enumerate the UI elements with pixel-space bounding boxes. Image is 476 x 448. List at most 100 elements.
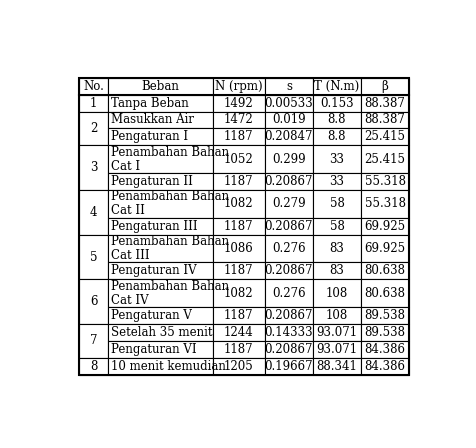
Text: 1052: 1052: [224, 153, 254, 166]
Bar: [313, 190, 361, 218]
Bar: [109, 78, 213, 95]
Bar: [361, 280, 409, 307]
Text: 1086: 1086: [224, 242, 254, 255]
Text: Cat IV: Cat IV: [111, 293, 149, 307]
Text: 1082: 1082: [224, 287, 254, 300]
Bar: [79, 235, 109, 280]
Bar: [265, 341, 313, 358]
Bar: [109, 341, 213, 358]
Bar: [265, 263, 313, 280]
Bar: [109, 324, 213, 341]
Bar: [213, 280, 265, 307]
Bar: [213, 263, 265, 280]
Bar: [213, 112, 265, 129]
Text: Pengaturan V: Pengaturan V: [111, 309, 192, 322]
Bar: [361, 95, 409, 112]
Text: 0.20867: 0.20867: [265, 220, 313, 233]
Text: 83: 83: [329, 242, 345, 255]
Text: 0.20847: 0.20847: [265, 130, 313, 143]
Bar: [313, 263, 361, 280]
Text: Pengaturan I: Pengaturan I: [111, 130, 188, 143]
Text: 1187: 1187: [224, 220, 254, 233]
Bar: [361, 324, 409, 341]
Text: 0.019: 0.019: [272, 113, 306, 126]
Bar: [109, 129, 213, 146]
Bar: [265, 280, 313, 307]
Bar: [109, 235, 213, 263]
Bar: [313, 146, 361, 173]
Bar: [361, 129, 409, 146]
Text: 5: 5: [90, 250, 98, 263]
Bar: [213, 324, 265, 341]
Bar: [213, 146, 265, 173]
Text: β: β: [382, 80, 388, 93]
Text: 0.20867: 0.20867: [265, 264, 313, 277]
Bar: [265, 129, 313, 146]
Text: 55.318: 55.318: [365, 198, 406, 211]
Bar: [313, 112, 361, 129]
Text: Penambahan Bahan: Penambahan Bahan: [111, 235, 229, 248]
Text: 55.318: 55.318: [365, 175, 406, 188]
Text: 8: 8: [90, 360, 97, 373]
Text: 1244: 1244: [224, 326, 254, 339]
Text: Cat III: Cat III: [111, 249, 150, 262]
Bar: [313, 95, 361, 112]
Text: 108: 108: [326, 309, 348, 322]
Bar: [361, 173, 409, 190]
Text: 2: 2: [90, 122, 97, 135]
Text: 25.415: 25.415: [365, 153, 406, 166]
Bar: [79, 146, 109, 190]
Text: T (N.m): T (N.m): [314, 80, 359, 93]
Bar: [213, 218, 265, 235]
Text: 7: 7: [90, 335, 98, 348]
Text: 0.20867: 0.20867: [265, 343, 313, 356]
Text: 1082: 1082: [224, 198, 254, 211]
Bar: [361, 190, 409, 218]
Bar: [213, 358, 265, 375]
Text: 0.19667: 0.19667: [265, 360, 313, 373]
Bar: [361, 358, 409, 375]
Text: Penambahan Bahan: Penambahan Bahan: [111, 190, 229, 203]
Bar: [79, 190, 109, 235]
Text: 89.538: 89.538: [365, 326, 406, 339]
Text: Pengaturan II: Pengaturan II: [111, 175, 193, 188]
Text: 1: 1: [90, 96, 97, 110]
Bar: [265, 307, 313, 324]
Text: 1187: 1187: [224, 130, 254, 143]
Text: 58: 58: [329, 198, 345, 211]
Bar: [109, 173, 213, 190]
Text: 0.276: 0.276: [272, 287, 306, 300]
Text: Pengaturan IV: Pengaturan IV: [111, 264, 197, 277]
Text: 33: 33: [329, 153, 345, 166]
Bar: [313, 173, 361, 190]
Bar: [213, 190, 265, 218]
Text: 83: 83: [329, 264, 345, 277]
Text: 93.071: 93.071: [317, 343, 357, 356]
Text: 88.341: 88.341: [317, 360, 357, 373]
Text: Tanpa Beban: Tanpa Beban: [111, 96, 189, 110]
Bar: [361, 112, 409, 129]
Text: No.: No.: [83, 80, 104, 93]
Bar: [79, 95, 109, 112]
Text: 8.8: 8.8: [327, 113, 346, 126]
Bar: [361, 263, 409, 280]
Bar: [79, 358, 109, 375]
Bar: [313, 324, 361, 341]
Text: Pengaturan VI: Pengaturan VI: [111, 343, 197, 356]
Bar: [361, 218, 409, 235]
Text: 4: 4: [90, 206, 98, 219]
Text: N (rpm): N (rpm): [215, 80, 263, 93]
Bar: [79, 78, 409, 375]
Text: 1492: 1492: [224, 96, 254, 110]
Text: s: s: [286, 80, 292, 93]
Text: 0.299: 0.299: [272, 153, 306, 166]
Bar: [265, 324, 313, 341]
Text: 58: 58: [329, 220, 345, 233]
Text: 1187: 1187: [224, 309, 254, 322]
Bar: [313, 358, 361, 375]
Text: 1187: 1187: [224, 175, 254, 188]
Text: 1472: 1472: [224, 113, 254, 126]
Text: Setelah 35 menit: Setelah 35 menit: [111, 326, 213, 339]
Bar: [265, 146, 313, 173]
Bar: [361, 307, 409, 324]
